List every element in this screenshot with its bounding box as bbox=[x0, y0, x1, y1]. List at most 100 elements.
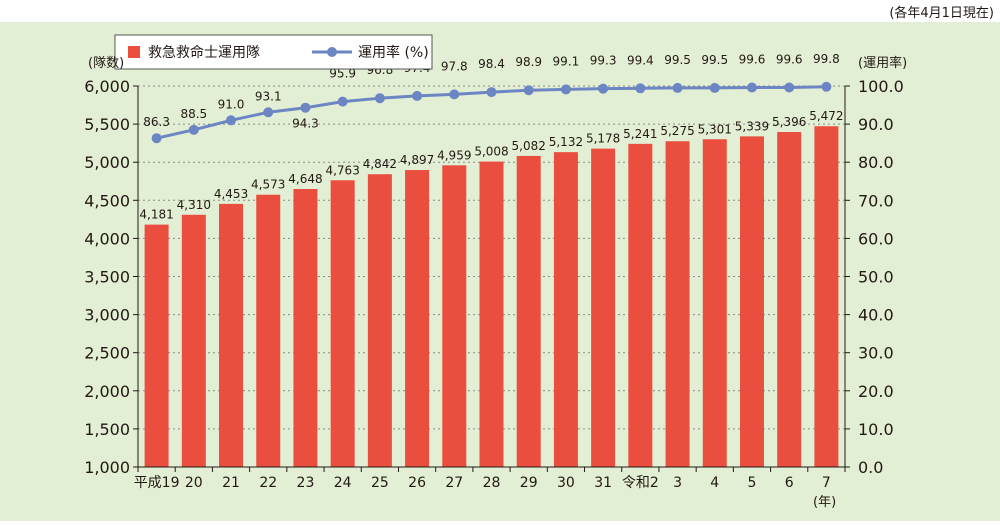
y-right-tick-label: 20.0 bbox=[858, 382, 894, 401]
bar-value-label: 4,181 bbox=[139, 208, 173, 222]
rate-value-label: 99.3 bbox=[590, 54, 617, 68]
rate-value-label: 93.1 bbox=[255, 89, 282, 103]
y-left-tick-label: 5,000 bbox=[84, 153, 130, 172]
y-left-tick-label: 2,500 bbox=[84, 344, 130, 363]
rate-value-label: 98.9 bbox=[515, 55, 542, 69]
rate-point bbox=[635, 83, 646, 94]
x-tick-label: 31 bbox=[594, 475, 612, 491]
bar-value-label: 4,842 bbox=[363, 157, 397, 171]
rate-point bbox=[337, 96, 348, 107]
legend-line-label: 運用率 (%) bbox=[358, 44, 429, 61]
y-left-tick-label: 3,000 bbox=[84, 306, 130, 325]
x-unit-label: (年) bbox=[813, 495, 836, 510]
x-tick-label: 平成19 bbox=[134, 475, 180, 491]
rate-value-label: 97.8 bbox=[441, 59, 468, 73]
rate-point bbox=[188, 124, 199, 135]
bar-value-label: 5,396 bbox=[772, 115, 806, 129]
x-tick-label: 5 bbox=[748, 475, 757, 491]
bar-value-label: 5,301 bbox=[698, 122, 732, 136]
x-tick-label: 3 bbox=[673, 475, 682, 491]
y-left-tick-label: 4,500 bbox=[84, 191, 130, 210]
x-tick-label: 20 bbox=[185, 475, 203, 491]
date-note: (各年4月1日現在) bbox=[889, 6, 994, 21]
bar-value-label: 5,241 bbox=[623, 127, 657, 141]
rate-value-label: 86.3 bbox=[143, 115, 170, 129]
rate-point bbox=[784, 82, 795, 93]
y-right-tick-label: 60.0 bbox=[858, 229, 894, 248]
rate-value-label: 94.3 bbox=[292, 117, 319, 131]
x-tick-label: 28 bbox=[483, 475, 501, 491]
rate-value-label: 99.1 bbox=[553, 54, 580, 68]
rate-point bbox=[449, 89, 460, 100]
bar bbox=[591, 148, 616, 467]
rate-value-label: 99.6 bbox=[739, 53, 766, 67]
rate-point bbox=[486, 87, 497, 98]
bar-value-label: 4,310 bbox=[177, 198, 211, 212]
y-left-axis-label: (隊数) bbox=[88, 55, 124, 71]
bar bbox=[739, 136, 764, 467]
bar-value-label: 5,472 bbox=[809, 109, 843, 123]
y-right-tick-label: 30.0 bbox=[858, 344, 894, 363]
bar-value-label: 5,008 bbox=[474, 145, 508, 159]
x-tick-label: 21 bbox=[222, 475, 240, 491]
bar-series bbox=[144, 126, 839, 468]
rate-point bbox=[300, 102, 311, 113]
bar bbox=[628, 143, 653, 467]
y-left-tick-label: 1,500 bbox=[84, 420, 130, 439]
y-right-tick-label: 0.0 bbox=[858, 458, 883, 477]
y-left-tick-label: 6,000 bbox=[84, 77, 130, 96]
bar-value-label: 4,453 bbox=[214, 187, 248, 201]
bar-value-label: 5,178 bbox=[586, 132, 620, 146]
legend-line-marker bbox=[327, 47, 337, 57]
y-right-tick-label: 50.0 bbox=[858, 268, 894, 287]
bar bbox=[814, 126, 839, 468]
rate-point bbox=[374, 93, 385, 104]
rate-point bbox=[151, 133, 162, 144]
bar-value-label: 5,339 bbox=[735, 119, 769, 133]
y-left-tick-label: 4,000 bbox=[84, 229, 130, 248]
y-right-tick-label: 90.0 bbox=[858, 115, 894, 134]
chart-panel: 4,181 4,310 4,453 4,573 4,648 4,763 4,842 4,897… bbox=[0, 22, 1000, 521]
rate-value-label: 99.5 bbox=[701, 53, 728, 67]
bar bbox=[219, 203, 244, 467]
bar bbox=[367, 174, 392, 467]
rate-point bbox=[226, 115, 237, 126]
bar-value-label: 4,897 bbox=[400, 153, 434, 167]
bar bbox=[665, 141, 690, 467]
bar bbox=[702, 139, 727, 467]
bar-value-label: 4,648 bbox=[288, 172, 322, 186]
rate-point bbox=[560, 84, 571, 95]
x-tick-label: 27 bbox=[445, 475, 463, 491]
x-tick-label: 令和2 bbox=[622, 475, 659, 491]
legend: 救急救命士運用隊 運用率 (%) bbox=[114, 34, 433, 70]
x-tick-label: 22 bbox=[259, 475, 277, 491]
y-left-tick-label: 3,500 bbox=[84, 268, 130, 287]
axes: 1,000 1,500 2,000 2,500 3,000 3,500 4,000 4,500… bbox=[84, 77, 904, 491]
bar-value-label: 5,082 bbox=[512, 139, 546, 153]
bar bbox=[256, 194, 281, 467]
legend-bar-label: 救急救命士運用隊 bbox=[148, 44, 260, 61]
bar bbox=[516, 155, 541, 467]
y-right-tick-label: 10.0 bbox=[858, 420, 894, 439]
rate-value-label: 98.4 bbox=[478, 57, 505, 71]
rate-point bbox=[709, 82, 720, 93]
bar bbox=[144, 224, 169, 467]
rate-value-label: 99.5 bbox=[664, 53, 691, 67]
rate-value-label: 99.8 bbox=[813, 52, 840, 66]
bar bbox=[553, 152, 578, 467]
bar bbox=[442, 165, 467, 467]
y-left-tick-label: 1,000 bbox=[84, 458, 130, 477]
y-left-tick-label: 5,500 bbox=[84, 115, 130, 134]
bar bbox=[330, 180, 355, 467]
rate-point bbox=[412, 90, 423, 101]
rate-value-label: 99.4 bbox=[627, 53, 654, 67]
bar bbox=[479, 161, 504, 467]
y-left-tick-label: 2,000 bbox=[84, 382, 130, 401]
bar bbox=[181, 214, 206, 467]
bar-value-label: 5,132 bbox=[549, 135, 583, 149]
rate-point bbox=[598, 83, 609, 94]
rate-value-label: 99.6 bbox=[776, 53, 803, 67]
rate-point bbox=[263, 107, 274, 118]
rate-value-label: 91.0 bbox=[218, 97, 245, 111]
